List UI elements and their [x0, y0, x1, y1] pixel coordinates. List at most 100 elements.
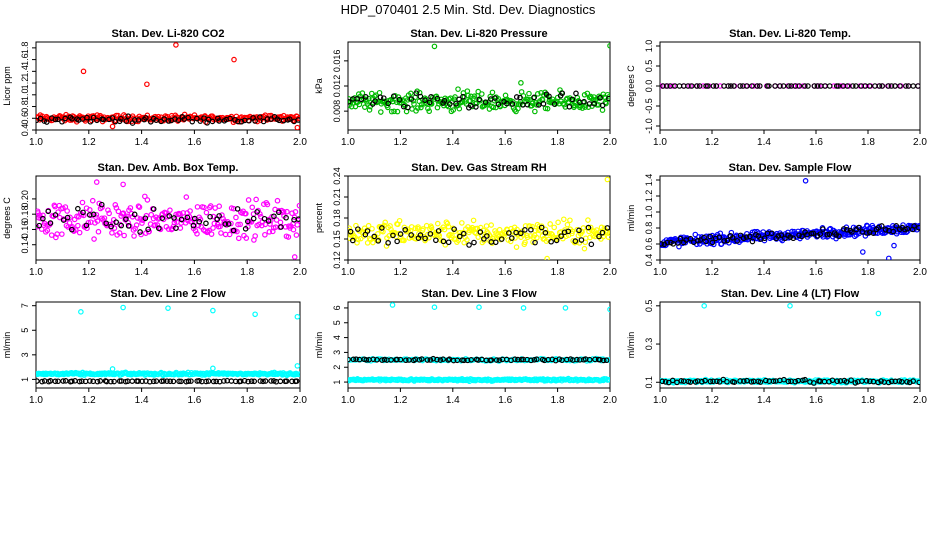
data-point — [522, 227, 528, 233]
data-point — [496, 226, 503, 233]
data-point — [796, 83, 803, 89]
data-point — [562, 305, 569, 311]
x-tick-label: 2.0 — [913, 395, 927, 406]
data-point — [867, 378, 873, 385]
y-tick-label: 0.16 — [20, 221, 30, 239]
data-point — [427, 231, 434, 237]
data-point — [86, 207, 93, 213]
data-point — [581, 91, 588, 98]
data-point — [291, 254, 298, 260]
data-point — [201, 204, 207, 211]
data-point — [591, 100, 597, 107]
data-point — [440, 356, 446, 362]
data-point — [707, 233, 713, 240]
data-point — [551, 101, 558, 107]
data-point — [118, 222, 125, 229]
data-point — [161, 116, 168, 122]
points-group — [348, 176, 610, 260]
data-point — [600, 357, 607, 364]
data-point — [606, 230, 610, 237]
data-point — [283, 378, 290, 384]
data-point — [175, 117, 182, 123]
data-point — [241, 377, 248, 384]
data-point — [579, 105, 586, 111]
data-point — [504, 100, 510, 107]
data-point — [355, 236, 361, 243]
data-point — [743, 234, 750, 240]
panel-title: Stan. Dev. Sample Flow — [729, 162, 852, 174]
panel-title: Stan. Dev. Amb. Box Temp. — [98, 162, 239, 174]
data-point — [379, 225, 385, 231]
data-point — [94, 378, 101, 385]
y-tick-label: 7 — [20, 303, 30, 308]
data-point — [460, 230, 467, 237]
data-point — [196, 218, 203, 225]
data-point — [391, 108, 397, 115]
data-point — [139, 378, 145, 385]
data-point — [599, 229, 606, 236]
data-point — [75, 222, 81, 229]
y-tick-label: 1 — [332, 380, 342, 385]
data-point — [36, 378, 40, 384]
data-point — [855, 224, 862, 231]
y-tick-label: 0.8 — [20, 100, 30, 113]
panel-6: Stan. Dev. Sample Flow ml/min 1.0 1.2 1.4 1.6… — [626, 162, 927, 278]
data-point — [811, 83, 818, 89]
data-point — [52, 378, 59, 385]
data-point — [52, 116, 59, 123]
data-point — [660, 241, 664, 247]
data-point — [264, 116, 271, 122]
data-point — [431, 43, 438, 50]
data-point — [178, 216, 185, 223]
data-point — [41, 118, 48, 124]
y-tick-label: 0.5 — [644, 60, 654, 73]
data-point — [203, 378, 209, 385]
data-point — [454, 357, 461, 364]
data-point — [737, 378, 743, 384]
data-point — [814, 83, 821, 89]
data-point — [93, 179, 100, 185]
data-point — [476, 96, 483, 103]
x-tick-label: 1.0 — [653, 137, 667, 148]
data-point — [721, 238, 728, 244]
data-point — [849, 83, 856, 89]
data-point — [544, 255, 550, 260]
y-tick-label: 1.2 — [20, 77, 30, 90]
data-point — [207, 213, 213, 220]
data-point — [451, 226, 457, 232]
data-point — [98, 201, 105, 208]
data-point — [477, 229, 484, 235]
data-point — [531, 94, 538, 101]
data-point — [111, 378, 117, 385]
data-point — [459, 220, 465, 226]
data-point — [527, 223, 533, 229]
data-point — [89, 197, 96, 204]
data-point — [188, 378, 194, 384]
x-tick-label: 2.0 — [293, 267, 307, 278]
data-point — [420, 226, 426, 232]
data-point — [190, 222, 197, 229]
data-point — [353, 356, 359, 362]
data-point — [517, 230, 524, 237]
data-point — [234, 206, 241, 212]
y-tick-label: 1 — [20, 377, 30, 382]
data-point — [358, 96, 365, 103]
data-point — [121, 232, 127, 239]
data-point — [64, 208, 70, 214]
data-point — [257, 114, 263, 120]
data-point — [76, 378, 83, 385]
data-point — [187, 208, 193, 214]
data-point — [128, 210, 135, 217]
data-point — [55, 116, 61, 123]
data-point — [498, 236, 505, 242]
data-point — [766, 83, 772, 89]
data-point — [424, 231, 431, 238]
data-point — [471, 239, 477, 246]
data-point — [896, 378, 903, 384]
data-point — [242, 226, 249, 232]
data-point — [853, 83, 859, 89]
data-point — [296, 371, 300, 377]
data-point — [606, 357, 610, 363]
data-point — [899, 379, 905, 385]
data-point — [167, 207, 173, 213]
